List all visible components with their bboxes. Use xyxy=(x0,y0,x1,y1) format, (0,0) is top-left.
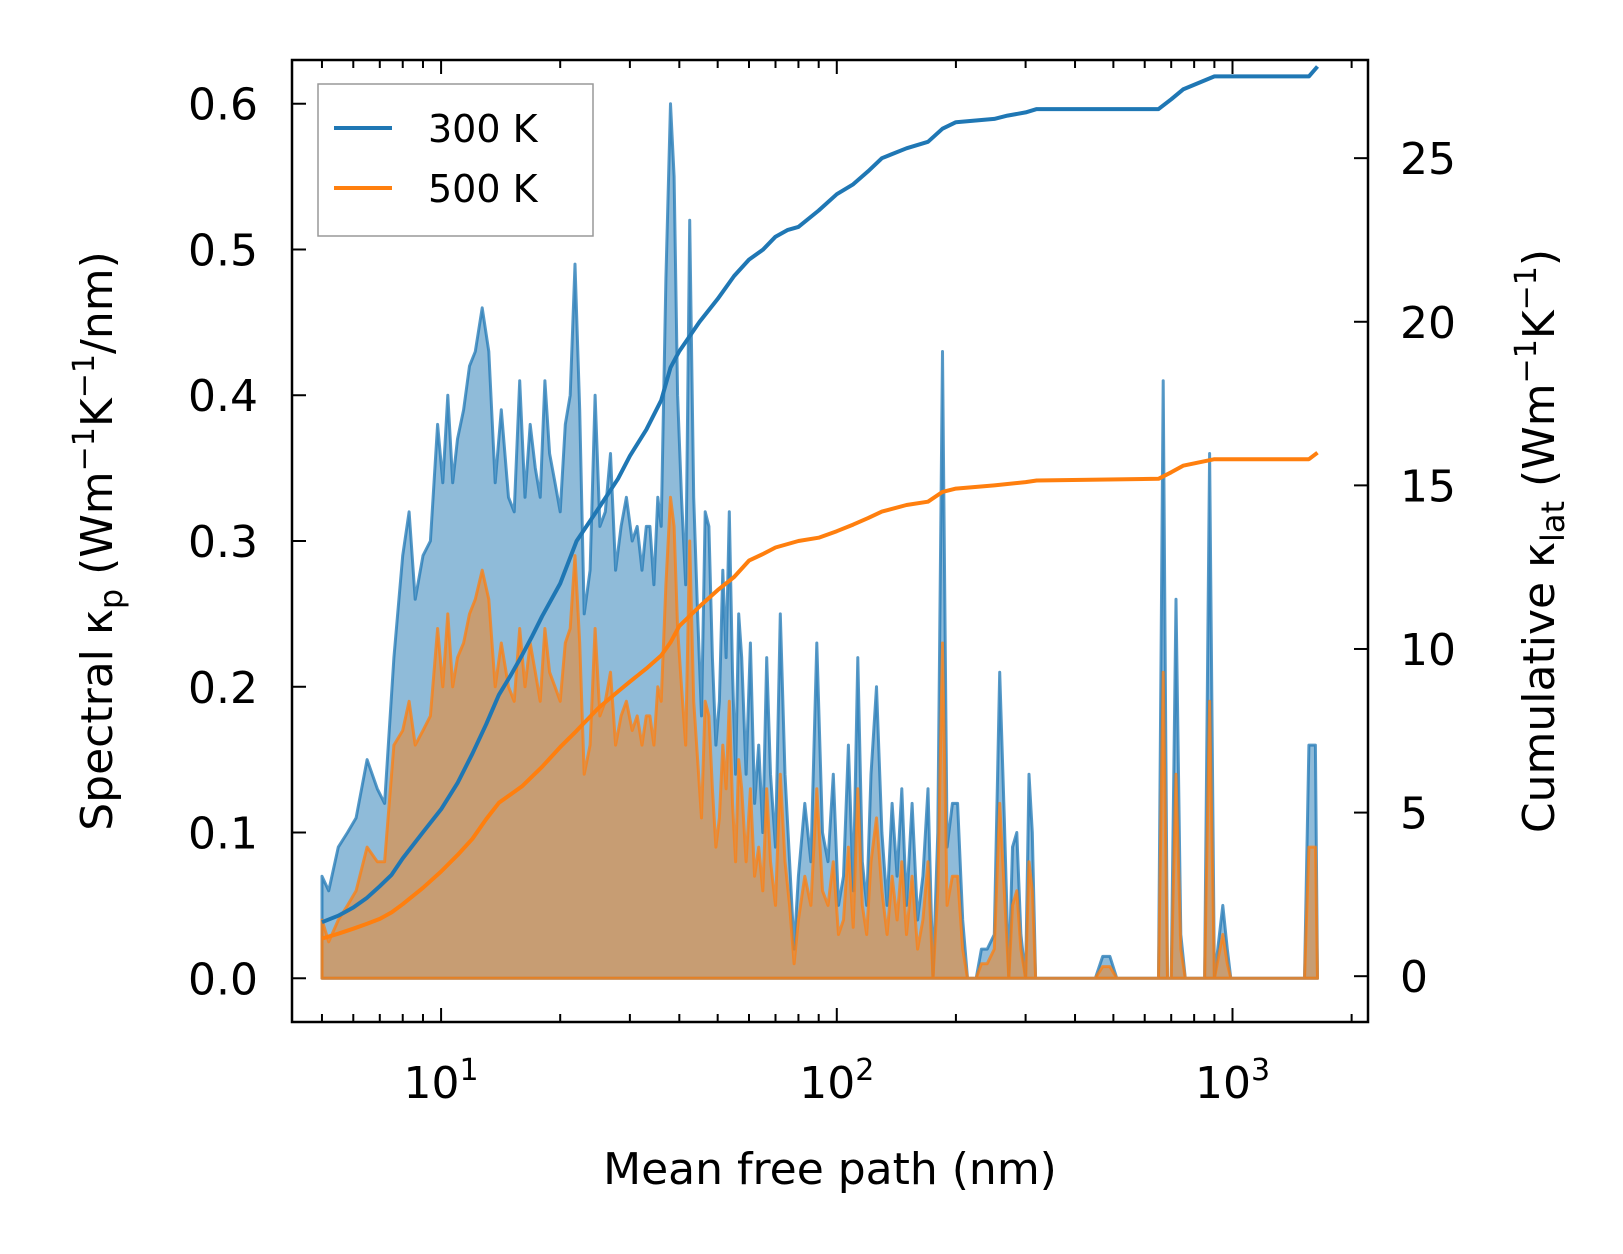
x-tick-label-10: 101 xyxy=(404,1053,479,1109)
legend: 300 K 500 K xyxy=(317,83,594,237)
y-left-axis-title: Spectral κp (Wm−1K−1/nm) xyxy=(67,251,130,831)
y-right-tick-label: 0 xyxy=(1400,952,1428,1003)
legend-box xyxy=(317,83,594,237)
axis-ticks xyxy=(292,60,1368,1022)
y-left-tick-label: 0.1 xyxy=(188,809,258,860)
y-right-tick-label: 25 xyxy=(1400,134,1456,185)
y-left-tick-label: 0.6 xyxy=(188,80,258,131)
legend-label-300k: 300 K xyxy=(428,107,539,151)
y-right-tick-label: 5 xyxy=(1400,789,1428,840)
y-left-tick-label: 0.5 xyxy=(188,225,258,276)
y-left-tick-label: 0.4 xyxy=(188,371,258,422)
area-fills xyxy=(320,102,1319,980)
legend-label-500k: 500 K xyxy=(428,167,539,211)
y-left-tick-label: 0.3 xyxy=(188,517,258,568)
y-left-tick-label: 0.0 xyxy=(188,954,258,1005)
y-right-axis-title: Cumulative κlat (Wm−1K−1) xyxy=(1509,249,1572,833)
series-lines xyxy=(321,65,1320,941)
spectral-500k-area xyxy=(320,495,1319,980)
y-right-tick-label: 10 xyxy=(1400,625,1456,676)
y-right-tick-label: 15 xyxy=(1400,461,1456,512)
x-tick-label-1000: 103 xyxy=(1195,1053,1270,1109)
y-right-tick-label: 20 xyxy=(1400,298,1456,349)
cumulative-300k-line xyxy=(321,65,1320,925)
plot-frame xyxy=(290,58,1370,1024)
x-tick-label-100: 102 xyxy=(799,1053,874,1109)
y-left-tick-label: 0.2 xyxy=(188,663,258,714)
x-axis-title: Mean free path (nm) xyxy=(603,1144,1057,1195)
cumulative-500k-line xyxy=(321,451,1319,941)
